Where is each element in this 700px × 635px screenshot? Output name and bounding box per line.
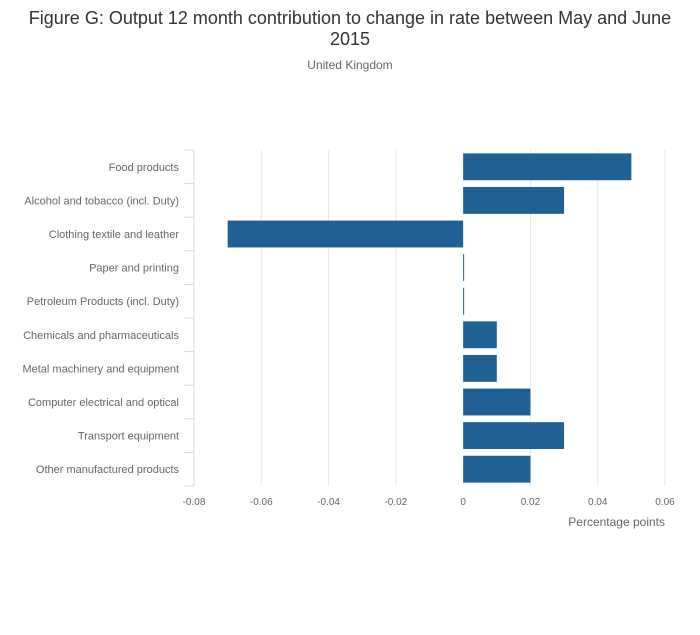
bar[interactable]: [463, 388, 531, 416]
x-axis-tick-labels: -0.08 -0.06 -0.04 -0.02 0 0.02 0.04 0.06: [183, 497, 676, 508]
bar[interactable]: [463, 321, 497, 349]
chart-title: Figure G: Output 12 month contribution t…: [28, 8, 672, 49]
x-tick-label: 0: [460, 497, 466, 508]
bar[interactable]: [463, 354, 497, 382]
bar[interactable]: [227, 220, 464, 248]
category-label: Alcohol and tobacco (incl. Duty): [24, 195, 179, 207]
category-label: Food products: [109, 162, 180, 174]
category-label: Chemicals and pharmaceuticals: [23, 330, 179, 342]
x-axis-title: Percentage points: [568, 515, 665, 529]
x-tick-label: -0.06: [250, 497, 273, 508]
category-label: Paper and printing: [89, 263, 179, 275]
bar[interactable]: [463, 153, 632, 181]
y-axis-ticks: [184, 149, 195, 487]
category-labels: Food products Alcohol and tobacco (incl. …: [22, 162, 179, 476]
x-tick-label: 0.02: [521, 497, 541, 508]
bar[interactable]: [463, 287, 465, 315]
category-label: Petroleum Products (incl. Duty): [27, 296, 179, 308]
category-label: Metal machinery and equipment: [22, 363, 179, 375]
bars: [227, 153, 632, 483]
x-tick-label: 0.04: [588, 497, 608, 508]
x-tick-label: -0.04: [317, 497, 340, 508]
category-label: Clothing textile and leather: [49, 229, 180, 241]
bar[interactable]: [463, 422, 565, 450]
bar[interactable]: [463, 254, 465, 282]
chart-subtitle: United Kingdom: [307, 58, 393, 72]
x-tick-label: 0.06: [655, 497, 675, 508]
category-label: Computer electrical and optical: [28, 397, 179, 409]
category-label: Other manufactured products: [36, 464, 180, 476]
category-label: Transport equipment: [78, 431, 179, 443]
bar[interactable]: [463, 455, 531, 483]
x-tick-label: -0.08: [183, 497, 206, 508]
gridlines: [193, 150, 666, 486]
bar[interactable]: [463, 186, 565, 214]
x-tick-label: -0.02: [384, 497, 407, 508]
